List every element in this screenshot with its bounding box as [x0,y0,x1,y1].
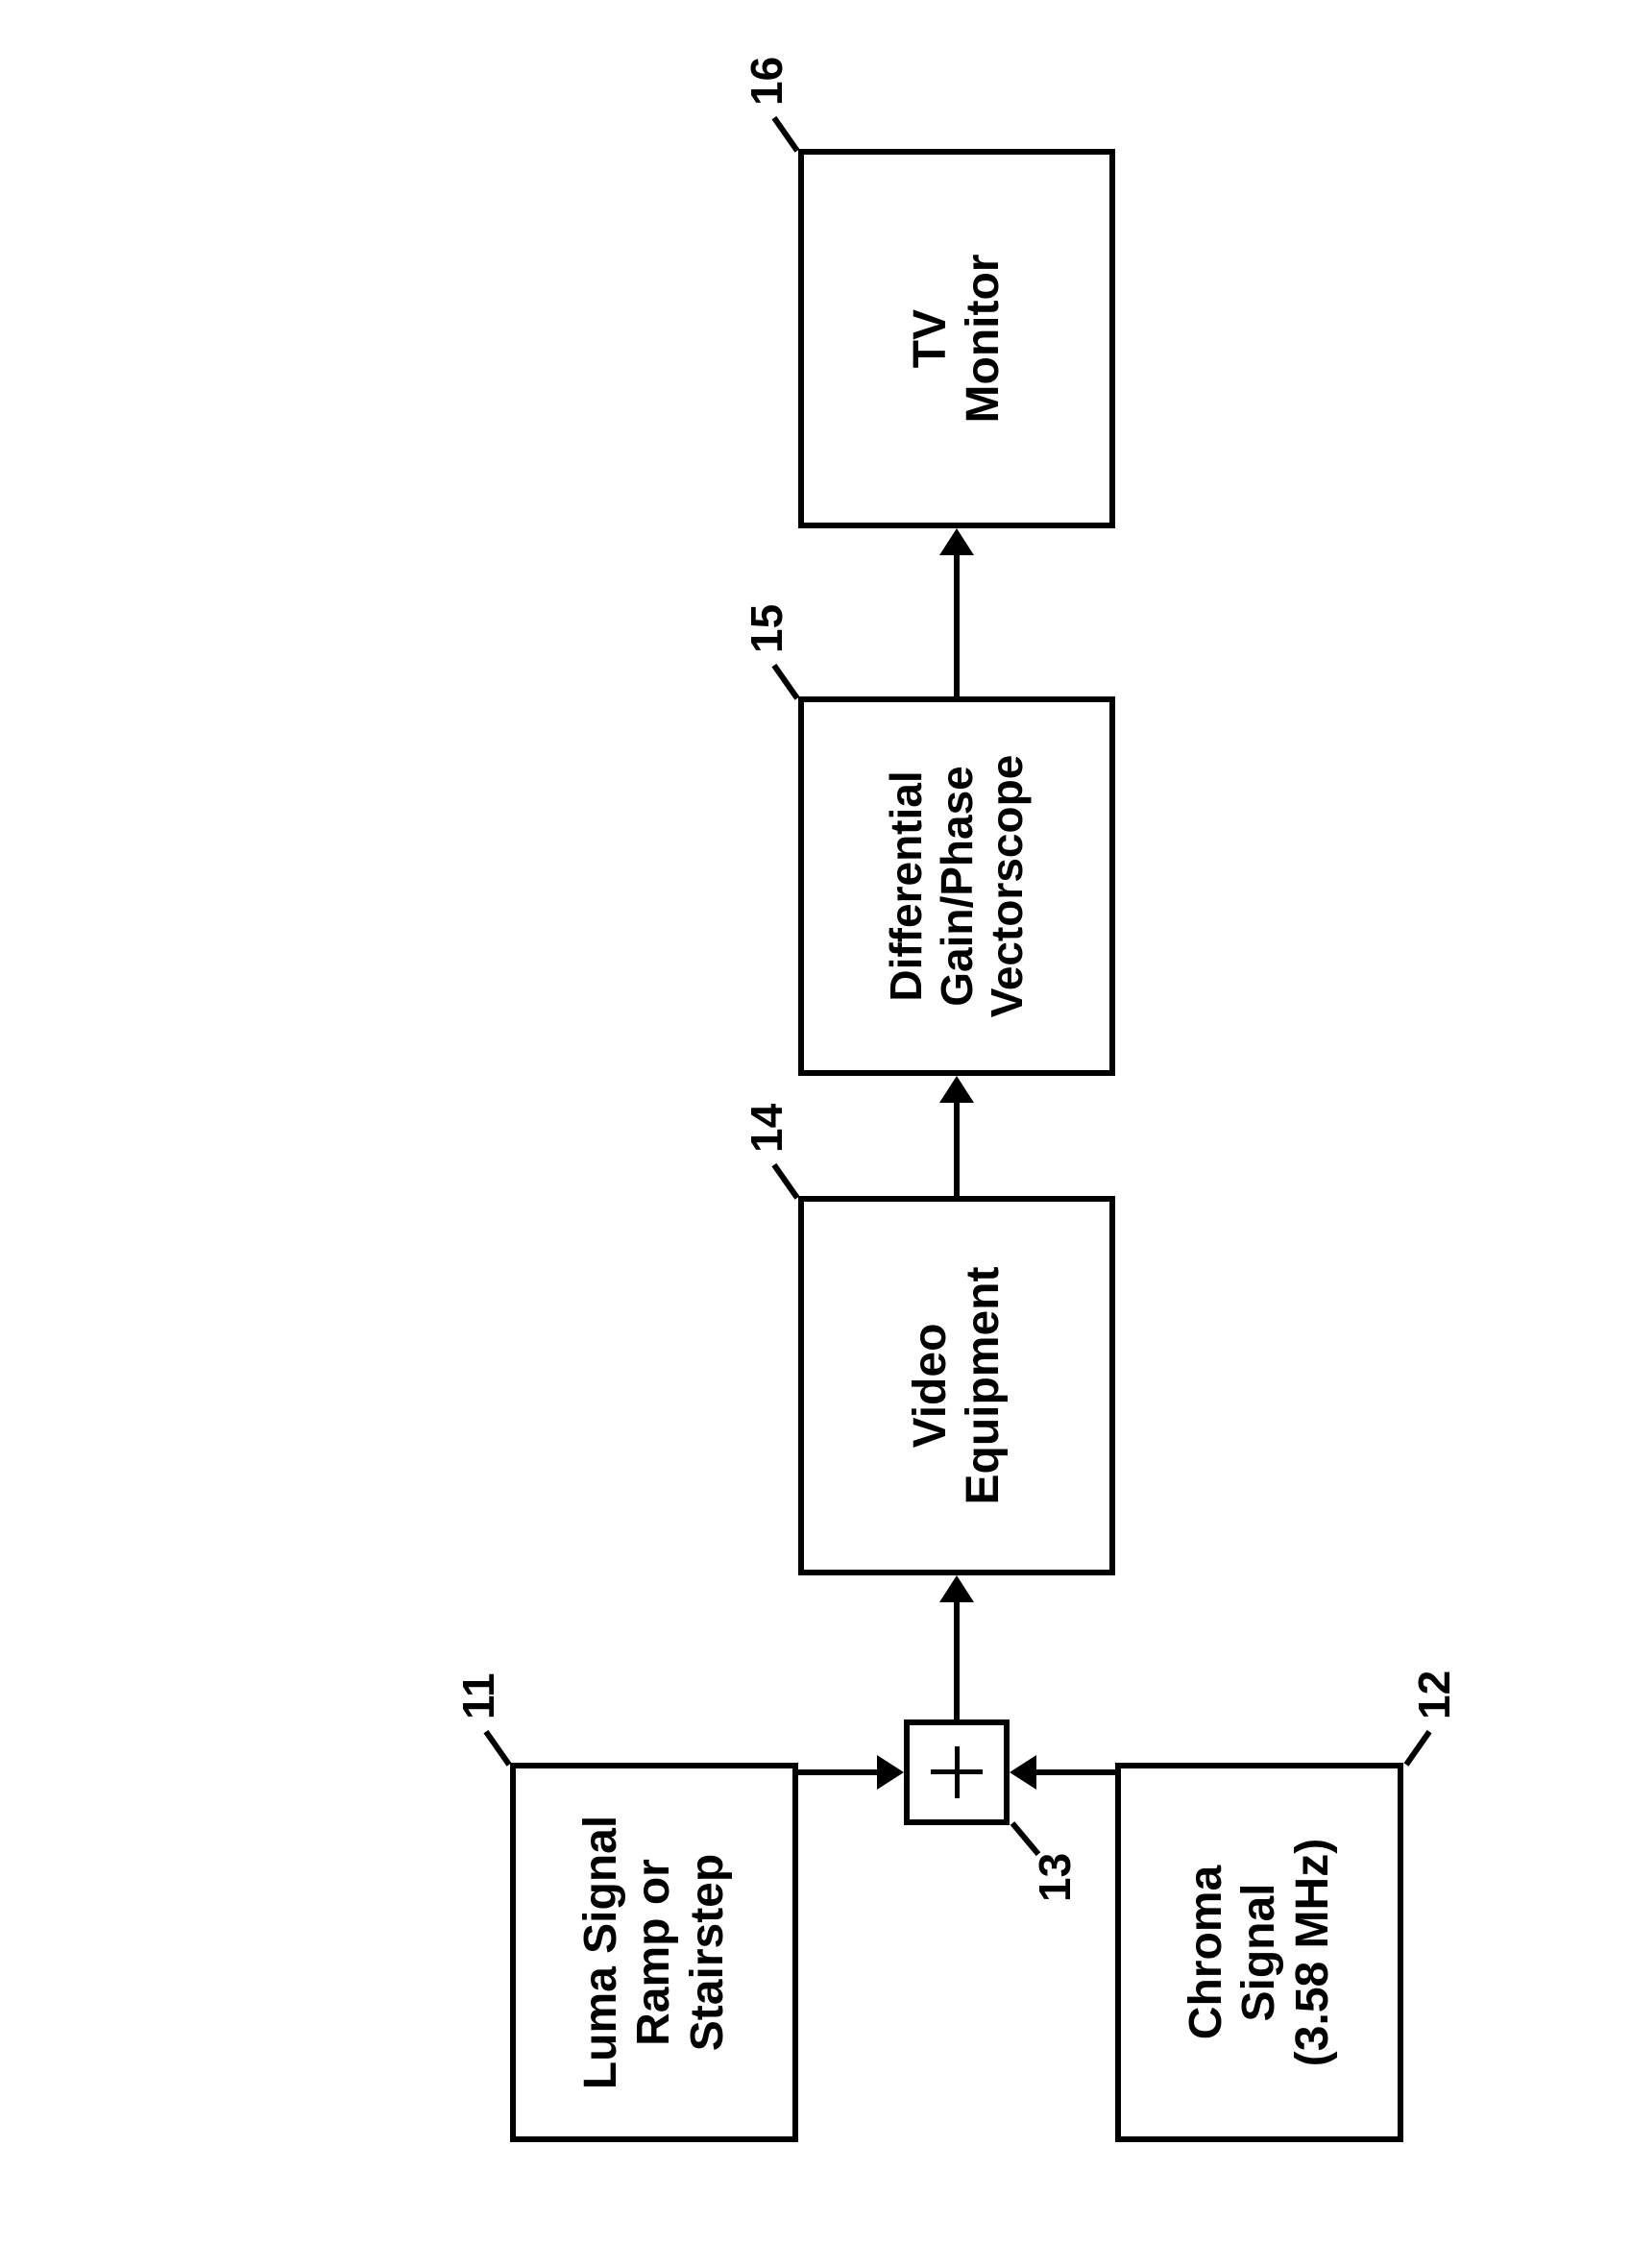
node-vectorscope: DifferentialGain/PhaseVectorscope [798,696,1115,1076]
ref-tick-13 [1010,1821,1041,1856]
ref-tick-14 [771,1163,799,1200]
node-tv: TVMonitor [798,149,1115,528]
node-tv-label: TVMonitor [904,255,1010,424]
arrow-vect-to-tv [939,528,974,555]
summer-plus-v [931,1769,983,1774]
ref-15: 15 [741,604,792,653]
edge-luma-to-sum [798,1769,879,1775]
ref-14: 14 [741,1104,792,1153]
node-chroma: ChromaSignal(3.58 MHz) [1115,1763,1403,2142]
node-luma-label: Luma SignalRamp orStairstep [574,1816,734,2089]
arrow-video-to-vect [939,1076,974,1103]
ref-tick-15 [771,664,799,700]
node-luma: Luma SignalRamp orStairstep [510,1763,798,2142]
ref-16: 16 [741,57,792,106]
ref-tick-11 [483,1730,511,1767]
ref-tick-12 [1404,1730,1432,1767]
ref-13: 13 [1029,1853,1081,1902]
arrow-sum-to-video [939,1575,974,1602]
node-video-label: VideoEquipment [904,1267,1010,1505]
arrow-chroma-to-sum [1010,1755,1036,1790]
ref-11: 11 [452,1672,504,1719]
ref-tick-16 [771,116,799,153]
node-summer [904,1719,1010,1825]
edge-chroma-to-sum [1035,1769,1115,1775]
arrow-luma-to-sum [877,1755,904,1790]
node-video: VideoEquipment [798,1196,1115,1575]
node-chroma-label: ChromaSignal(3.58 MHz) [1180,1839,1339,2066]
edge-vect-to-tv [954,553,960,696]
edge-video-to-vect [954,1101,960,1196]
node-vectorscope-label: DifferentialGain/PhaseVectorscope [881,755,1034,1018]
edge-sum-to-video [954,1600,960,1719]
ref-12: 12 [1408,1671,1460,1719]
